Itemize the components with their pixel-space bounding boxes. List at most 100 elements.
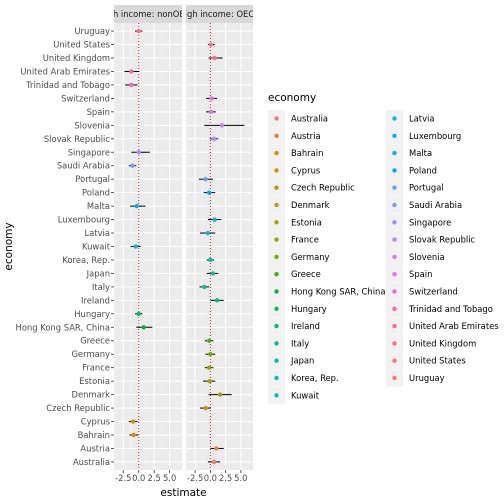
legend-label: Estonia xyxy=(291,217,322,227)
y-axis: Uruguay United States United Kingdom United… xyxy=(16,26,114,467)
legend-item-austria: Austria xyxy=(268,127,321,145)
legend-item-kuwait: Kuwait xyxy=(268,386,320,404)
legend-swatch xyxy=(392,202,397,208)
legend-swatch xyxy=(274,220,279,225)
legend-item-poland: Poland xyxy=(386,161,437,179)
y-tick-label-united-kingdom: United Kingdom xyxy=(43,53,110,63)
legend-swatch xyxy=(274,393,279,398)
facet-strip-label: High income: OECD xyxy=(178,9,260,19)
y-tick-label-austria: Austria xyxy=(80,443,110,453)
legend-swatch xyxy=(392,289,397,294)
legend-label: Trinidad and Tobago xyxy=(408,304,493,314)
legend-item-united-kingdom: United Kingdom xyxy=(386,334,476,352)
legend-item-uruguay: Uruguay xyxy=(386,369,445,387)
legend-swatch xyxy=(392,272,397,277)
legend-item-hong-kong-sar-china: Hong Kong SAR, China xyxy=(268,283,385,300)
legend-item-spain: Spain xyxy=(386,265,432,283)
point-latvia xyxy=(205,230,211,236)
legend-label: United Arab Emirates xyxy=(409,321,499,331)
legend-item-korea-rep: Korea, Rep. xyxy=(268,369,339,387)
point-italy xyxy=(202,284,207,290)
legend-label: Greece xyxy=(291,269,321,279)
y-tick-label-italy: Italy xyxy=(92,282,110,292)
y-tick-label-ireland: Ireland xyxy=(81,295,110,305)
legend-item-portugal: Portugal xyxy=(386,179,444,197)
legend-label: Bahrain xyxy=(291,148,323,158)
y-tick-label-hungary: Hungary xyxy=(74,309,110,319)
facet-strip xyxy=(186,5,253,23)
legend-swatch xyxy=(274,358,279,363)
legend-swatch xyxy=(274,133,279,138)
point-saudi-arabia xyxy=(130,163,135,168)
legend-swatch xyxy=(274,289,279,294)
facet-panel-2: High income: OECD -2.5 0.0 2.5 5.0 xyxy=(178,5,260,483)
y-tick-label-switzerland: Switzerland xyxy=(61,93,110,103)
point-portugal xyxy=(203,176,208,182)
legend: economy Australia Austria Bahrain Cyprus Cze… xyxy=(268,92,499,404)
legend-label: United States xyxy=(409,356,466,366)
legend-label: Germany xyxy=(291,252,330,262)
legend-label: Korea, Rep. xyxy=(291,373,339,383)
legend-label: Denmark xyxy=(291,200,330,210)
legend-title: economy xyxy=(268,92,316,104)
legend-swatch xyxy=(392,133,397,138)
legend-swatch xyxy=(274,306,279,311)
facet-strip xyxy=(114,5,182,23)
y-tick-label-saudi-arabia: Saudi Arabia xyxy=(57,161,110,171)
legend-swatch xyxy=(392,168,397,173)
point-switzerland xyxy=(209,96,214,101)
point-kuwait xyxy=(133,244,138,249)
legend-swatch xyxy=(274,272,279,277)
y-tick-label-hong-kong-sar-china: Hong Kong SAR, China xyxy=(16,322,110,332)
legend-swatch xyxy=(274,150,279,156)
y-tick-label-japan: Japan xyxy=(86,268,110,278)
legend-label: Saudi Arabia xyxy=(409,200,462,210)
legend-item-united-states: United States xyxy=(386,352,466,370)
legend-item-slovak-republic: Slovak Republic xyxy=(386,231,476,249)
legend-label: Luxembourg xyxy=(409,131,461,141)
legend-label: Czech Republic xyxy=(291,183,355,193)
legend-swatch xyxy=(392,306,397,311)
point-united-arab-emirates xyxy=(129,69,134,74)
legend-label: United Kingdom xyxy=(409,338,476,348)
legend-swatch xyxy=(274,202,279,208)
legend-swatch xyxy=(392,185,397,190)
y-axis-title: economy xyxy=(3,222,15,270)
legend-label: Kuwait xyxy=(291,390,320,400)
point-ireland xyxy=(214,298,220,303)
point-japan xyxy=(210,271,215,276)
point-austria xyxy=(214,446,219,451)
point-uruguay xyxy=(136,28,141,34)
y-tick-label-slovak-republic: Slovak Republic xyxy=(44,134,111,144)
point-united-kingdom xyxy=(212,55,217,61)
y-tick-label-uruguay: Uruguay xyxy=(74,26,110,36)
legend-item-japan: Japan xyxy=(268,352,314,370)
legend-item-france: France xyxy=(268,231,319,249)
legend-label: France xyxy=(291,235,319,245)
legend-swatch xyxy=(392,375,397,381)
legend-label: Hong Kong SAR, China xyxy=(291,287,385,297)
legend-item-italy: Italy xyxy=(268,334,309,352)
legend-item-greece: Greece xyxy=(268,265,321,283)
legend-item-switzerland: Switzerland xyxy=(386,283,458,300)
x-tick-label: -2.5 xyxy=(115,473,131,483)
y-tick-label-portugal: Portugal xyxy=(75,174,110,184)
legend-swatch xyxy=(392,254,397,260)
point-korea-rep xyxy=(208,257,213,263)
x-tick-label: 2.5 xyxy=(148,473,161,483)
point-estonia xyxy=(207,378,212,384)
legend-item-czech-republic: Czech Republic xyxy=(268,179,355,197)
point-trinidad-and-tobago xyxy=(129,82,134,88)
legend-item-united-arab-emirates: United Arab Emirates xyxy=(386,317,499,335)
legend-swatch xyxy=(274,254,279,260)
y-tick-label-denmark: Denmark xyxy=(72,390,111,400)
legend-swatch xyxy=(392,116,397,121)
legend-swatch xyxy=(392,358,397,363)
y-tick-label-spain: Spain xyxy=(87,107,110,117)
point-poland xyxy=(206,190,212,195)
point-cyprus xyxy=(130,419,136,424)
legend-label: Cyprus xyxy=(291,165,320,175)
legend-item-malta: Malta xyxy=(386,144,432,162)
y-tick-label-bahrain: Bahrain xyxy=(78,430,110,440)
legend-swatch xyxy=(392,237,397,242)
